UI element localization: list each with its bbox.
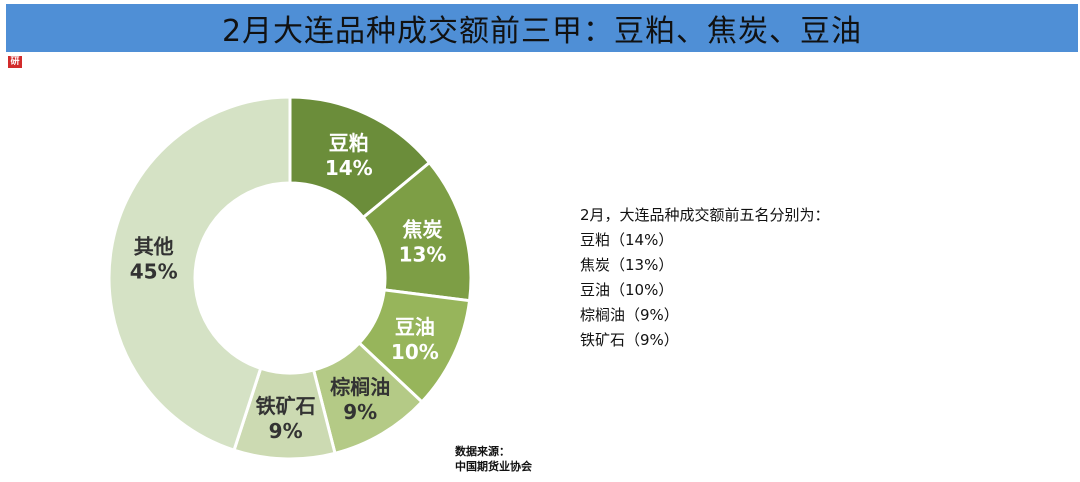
summary-item: 铁矿石（9%） [580, 331, 679, 349]
slice-value-label: 45% [130, 259, 178, 283]
slice-category-label: 棕榈油 [330, 375, 390, 399]
slice-category-label: 豆油 [395, 315, 435, 339]
summary-item: 豆粕（14%） [580, 231, 674, 249]
summary-item: 豆油（10%） [580, 281, 674, 299]
summary-item: 焦炭（13%） [580, 256, 674, 274]
summary-item: 棕榈油（9%） [580, 306, 679, 324]
slice-value-label: 9% [269, 419, 303, 443]
slice-category-label: 铁矿石 [256, 394, 316, 418]
slice-category-label: 焦炭 [403, 217, 443, 241]
page-title: 2月大连品种成交额前三甲：豆粕、焦炭、豆油 [221, 14, 863, 49]
slice-value-label: 10% [391, 340, 439, 364]
slice-value-label: 14% [325, 156, 373, 180]
pie-slice-5 [107, 95, 292, 453]
data-source: 数据来源： 中国期货业协会 [455, 444, 532, 474]
slice-value-label: 13% [399, 242, 447, 266]
summary-text: 2月，大连品种成交额前五名分别为： 豆粕（14%） 焦炭（13%） 豆油（10%… [580, 203, 830, 353]
slice-category-label: 豆粕 [329, 131, 369, 155]
brand-logo-icon: 研 [8, 56, 22, 68]
data-source-name: 中国期货业协会 [455, 460, 532, 473]
title-bar: 2月大连品种成交额前三甲：豆粕、焦炭、豆油 [6, 4, 1078, 52]
slice-value-label: 9% [343, 400, 377, 424]
summary-heading: 2月，大连品种成交额前五名分别为： [580, 206, 830, 224]
data-source-label: 数据来源： [455, 445, 510, 458]
slice-category-label: 其他 [134, 234, 174, 258]
